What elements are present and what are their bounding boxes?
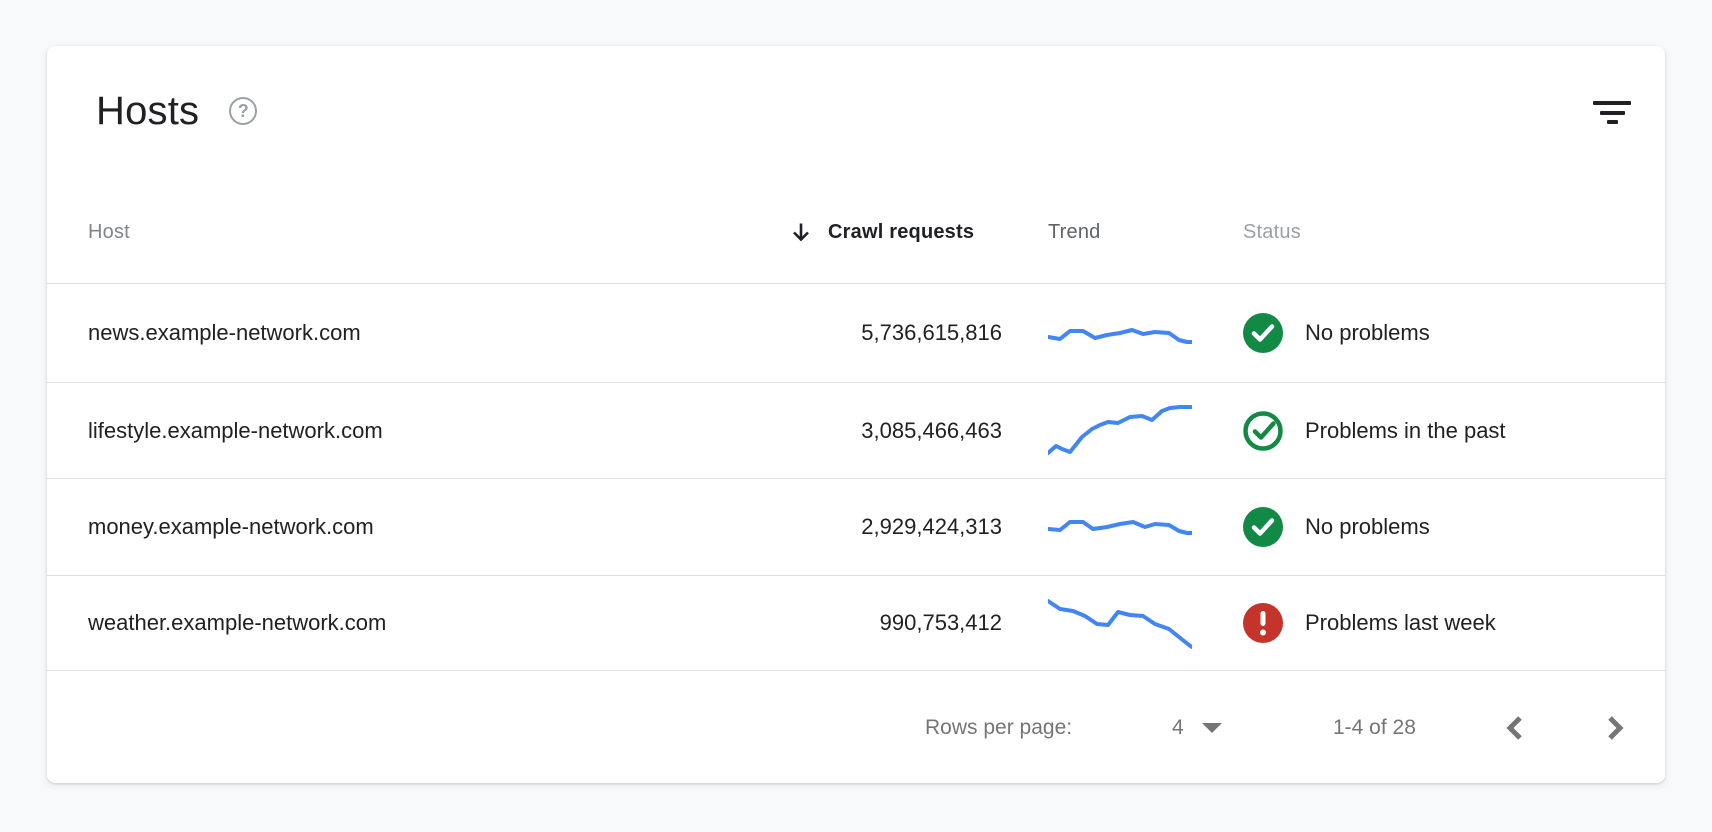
status-label: Problems in the past [1305,417,1506,443]
trend-sparkline [1048,383,1192,478]
rows-per-page-value: 4 [1172,715,1184,739]
trend-sparkline [1048,479,1192,575]
filter-icon-button[interactable] [1588,88,1636,136]
help-icon-glyph: ? [237,100,249,121]
dropdown-caret-icon [1201,722,1222,733]
status-ok-icon [1243,284,1283,382]
status-label: No problems [1305,320,1430,345]
table-header: Host Crawl requests Trend Status [47,192,1665,272]
rows-per-page-label: Rows per page: [925,715,1073,739]
column-header-crawl-requests[interactable]: Crawl requests [788,192,974,272]
host-cell[interactable]: news.example-network.com [88,320,361,345]
status-error-icon [1243,576,1283,670]
previous-page-button[interactable] [1492,704,1540,752]
crawl-requests-cell: 3,085,466,463 [861,417,1002,443]
rows-per-page-select[interactable]: 4 [1172,671,1222,784]
status-label: No problems [1305,514,1430,539]
column-header-status[interactable]: Status [1243,220,1301,243]
pagination-bar: Rows per page: 4 1-4 of 28 [47,670,1665,783]
status-ok-icon [1243,479,1283,575]
column-header-label: Crawl requests [828,220,975,243]
status-past-problems-icon [1243,383,1283,478]
crawl-requests-cell: 990,753,412 [879,610,1002,635]
column-header-host[interactable]: Host [88,220,130,243]
table-row[interactable]: money.example-network.com 2,929,424,313 … [47,478,1665,575]
chevron-right-icon [1608,716,1624,740]
help-icon[interactable]: ? [229,97,258,125]
table-row[interactable]: lifestyle.example-network.com 3,085,466,… [47,382,1665,478]
trend-sparkline [1048,576,1192,670]
crawl-requests-cell: 2,929,424,313 [861,514,1002,539]
card-title-row: Hosts ? [96,82,258,140]
host-cell[interactable]: money.example-network.com [88,514,374,539]
host-cell[interactable]: lifestyle.example-network.com [88,417,383,443]
status-label: Problems last week [1305,610,1496,635]
next-page-button[interactable] [1590,704,1638,752]
filter-icon [1593,100,1631,105]
page-range-label: 1-4 of 28 [1333,715,1416,739]
page-title: Hosts [96,89,200,133]
host-cell[interactable]: weather.example-network.com [88,610,387,635]
crawl-requests-cell: 5,736,615,816 [861,320,1002,345]
hosts-card: Hosts ? Host Crawl requests Trend Status… [47,46,1665,783]
chevron-left-icon [1506,716,1522,740]
table-row[interactable]: news.example-network.com 5,736,615,816 N… [47,283,1665,382]
trend-sparkline [1048,284,1192,382]
table-row[interactable]: weather.example-network.com 990,753,412 … [47,575,1665,670]
sort-descending-arrow-icon [788,219,814,245]
column-header-trend[interactable]: Trend [1048,220,1101,243]
